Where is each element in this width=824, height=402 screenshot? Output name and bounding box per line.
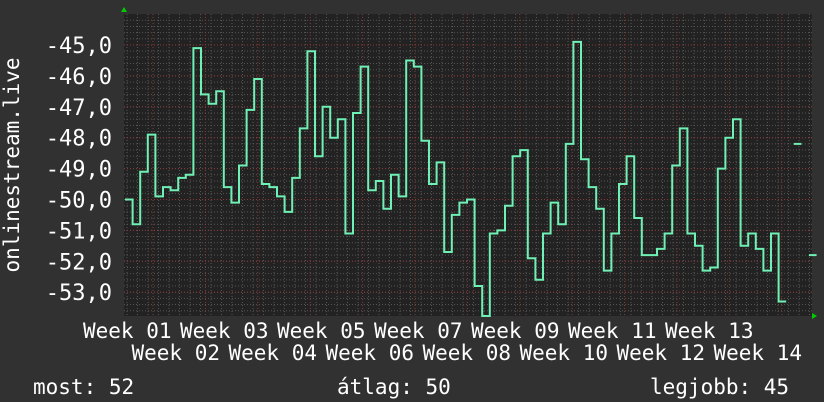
y-tick-label: -52,0 [46, 250, 112, 275]
y-tick-label: -53,0 [46, 281, 112, 306]
y-tick-label: -49,0 [46, 158, 112, 183]
x-tick-label: Week 06 [326, 341, 415, 365]
x-tick-label: Week 12 [617, 341, 706, 365]
x-tick-label: Week 11 [568, 319, 657, 343]
max-value: legjobb: 45 [650, 375, 790, 399]
y-tick-label: -47,0 [46, 96, 112, 121]
x-tick-label: Week 10 [520, 341, 609, 365]
x-axis-arrow-icon [812, 313, 817, 319]
x-tick-label: Week 04 [229, 341, 318, 365]
y-axis-arrow-icon [121, 7, 127, 12]
y-tick-label: -46,0 [46, 65, 112, 90]
x-tick-label: Week 05 [277, 319, 366, 343]
x-tick-label: Week 03 [180, 319, 269, 343]
x-tick-label: Week 09 [471, 319, 560, 343]
average-value: átlag: 50 [337, 375, 451, 399]
x-tick-label: Week 07 [374, 319, 463, 343]
x-tick-label: Week 13 [665, 319, 754, 343]
y-tick-label: -48,0 [46, 127, 112, 152]
x-tick-label: Week 14 [714, 341, 803, 365]
y-tick-label: -45,0 [46, 34, 112, 59]
x-tick-label: Week 08 [423, 341, 512, 365]
x-tick-label: Week 01 [83, 319, 172, 343]
series-line [125, 40, 787, 317]
y-tick-label: -51,0 [46, 219, 112, 244]
current-value: most: 52 [33, 375, 135, 399]
x-tick-label: Week 02 [132, 341, 221, 365]
y-axis-label: onlinestream.live [0, 58, 24, 273]
y-tick-label: -50,0 [46, 189, 112, 214]
